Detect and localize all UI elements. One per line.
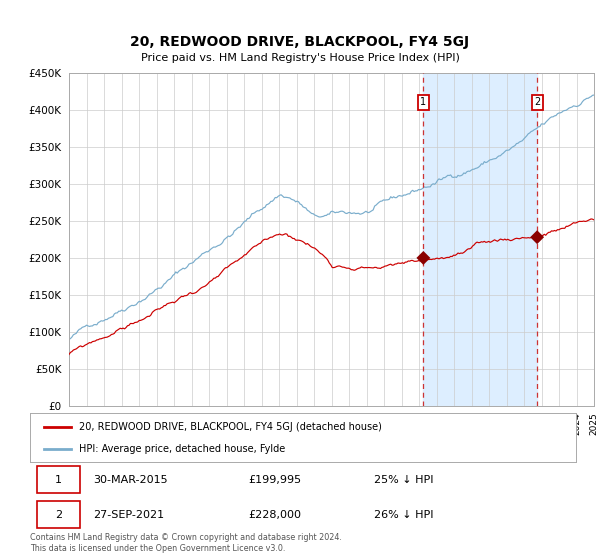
Text: £199,995: £199,995 xyxy=(248,475,302,484)
Text: Price paid vs. HM Land Registry's House Price Index (HPI): Price paid vs. HM Land Registry's House … xyxy=(140,53,460,63)
Text: This data is licensed under the Open Government Licence v3.0.: This data is licensed under the Open Gov… xyxy=(30,544,286,553)
FancyBboxPatch shape xyxy=(37,501,80,528)
Text: 30-MAR-2015: 30-MAR-2015 xyxy=(93,475,167,484)
Point xyxy=(419,254,428,263)
Text: 1: 1 xyxy=(421,97,427,108)
FancyBboxPatch shape xyxy=(37,466,80,493)
Text: Contains HM Land Registry data © Crown copyright and database right 2024.: Contains HM Land Registry data © Crown c… xyxy=(30,533,342,542)
Bar xyxy=(424,73,537,406)
Text: 20, REDWOOD DRIVE, BLACKPOOL, FY4 5GJ: 20, REDWOOD DRIVE, BLACKPOOL, FY4 5GJ xyxy=(130,35,470,49)
Text: 27-SEP-2021: 27-SEP-2021 xyxy=(93,510,164,520)
Text: HPI: Average price, detached house, Fylde: HPI: Average price, detached house, Fyld… xyxy=(79,444,286,454)
Text: £228,000: £228,000 xyxy=(248,510,301,520)
Text: 26% ↓ HPI: 26% ↓ HPI xyxy=(374,510,433,520)
Text: 2: 2 xyxy=(534,97,540,108)
Text: 20, REDWOOD DRIVE, BLACKPOOL, FY4 5GJ (detached house): 20, REDWOOD DRIVE, BLACKPOOL, FY4 5GJ (d… xyxy=(79,422,382,432)
Text: 1: 1 xyxy=(55,475,62,484)
Text: 25% ↓ HPI: 25% ↓ HPI xyxy=(374,475,433,484)
Text: 2: 2 xyxy=(55,510,62,520)
Point xyxy=(532,233,542,242)
